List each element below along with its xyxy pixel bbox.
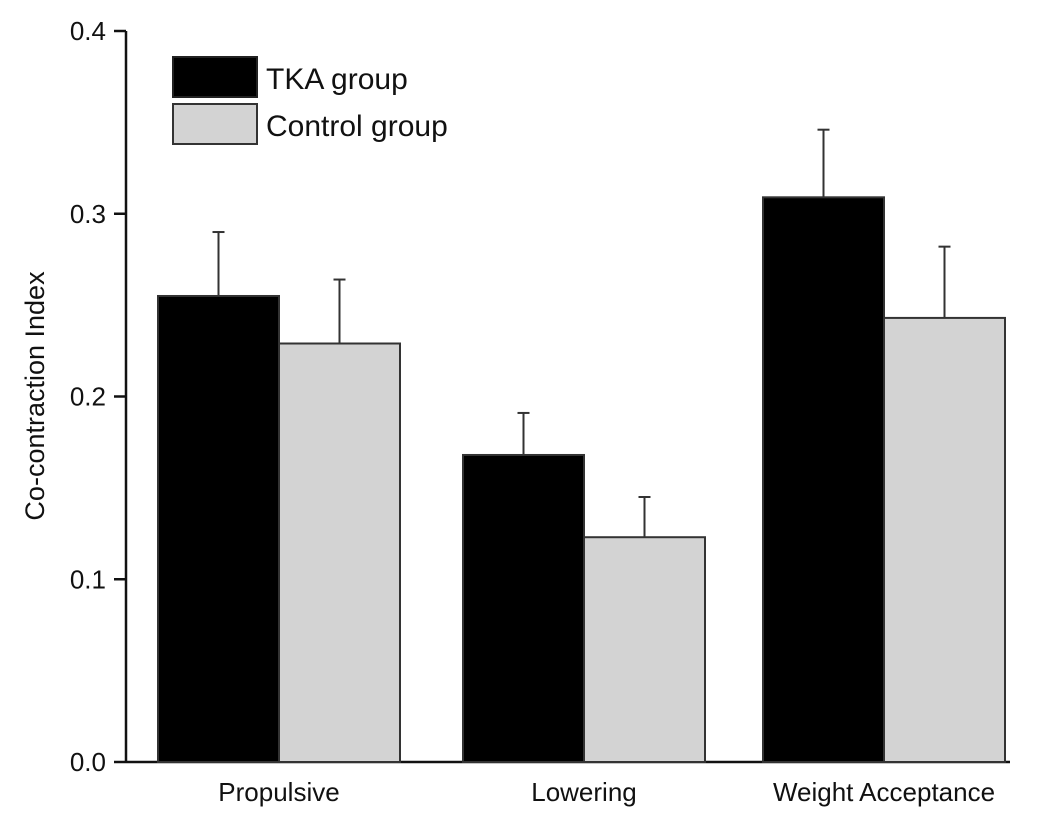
bar-tka xyxy=(462,453,585,763)
legend: TKA group Control group xyxy=(172,56,448,145)
legend-label-tka: TKA group xyxy=(266,63,408,96)
x-tick-label: Lowering xyxy=(531,777,637,807)
legend-label-control: Control group xyxy=(266,110,448,143)
legend-swatch-tka xyxy=(172,56,258,98)
y-tick-label: 0.4 xyxy=(70,16,106,46)
bar-tka xyxy=(762,196,885,764)
legend-swatch-control xyxy=(172,103,258,145)
y-tick-label: 0.0 xyxy=(70,747,106,777)
bar-control xyxy=(583,536,706,764)
y-tick-label: 0.3 xyxy=(70,199,106,229)
y-tick-label: 0.1 xyxy=(70,564,106,594)
bar-tka xyxy=(157,294,280,763)
y-tick-label: 0.2 xyxy=(70,382,106,412)
y-axis-label: Co-contraction Index xyxy=(20,271,50,521)
bar-control xyxy=(278,342,401,763)
bar-control xyxy=(883,316,1006,763)
x-tick-label: Weight Acceptance xyxy=(773,777,995,807)
x-tick-label: Propulsive xyxy=(218,777,339,807)
